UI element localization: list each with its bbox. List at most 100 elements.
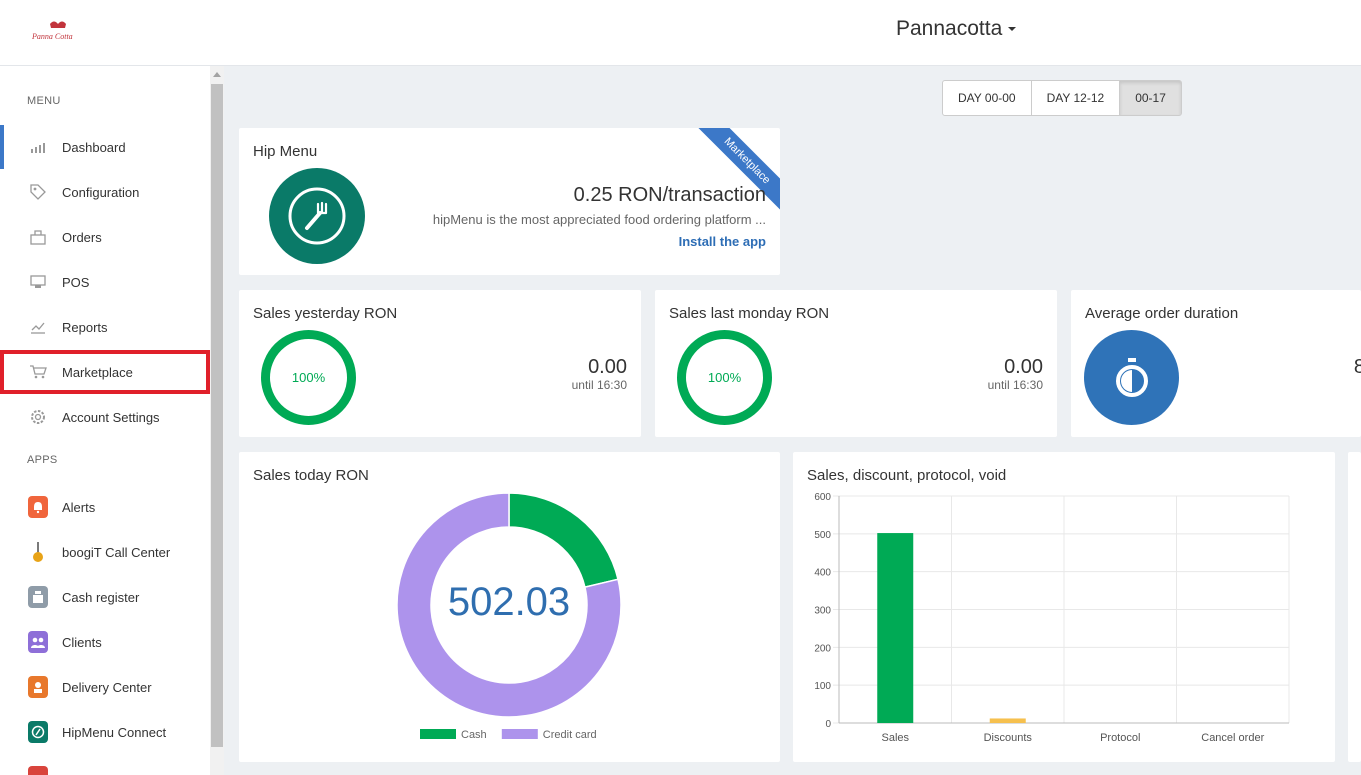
shop-selector[interactable]: Pannacotta: [896, 17, 1017, 41]
shop-name: Pannacotta: [896, 17, 1003, 40]
legend-swatch: [501, 729, 538, 739]
apps-section-title: APPS: [27, 454, 58, 466]
app-icon: [28, 766, 48, 775]
percent-label: 100%: [707, 370, 742, 385]
sidebar-app-alerts[interactable]: Alerts: [0, 485, 210, 529]
sales-today-card: Sales today RON 502.03 Cash Credit card: [239, 452, 780, 762]
y-tick-label: 0: [825, 719, 831, 730]
sidebar-item-label: Account Settings: [62, 409, 160, 425]
sidebar-item-dashboard[interactable]: Dashboard: [0, 125, 210, 169]
sidebar-item-label: Configuration: [62, 184, 140, 200]
stat-value-partial: 8: [1353, 356, 1361, 378]
card-title: Sales, discount, protocol, void: [807, 467, 1007, 484]
y-tick-label: 100: [814, 681, 831, 692]
filter-day-12-12-button[interactable]: DAY 12-12: [1030, 80, 1121, 116]
hipmenu-logo-icon: [269, 168, 365, 264]
phone-icon: [28, 542, 48, 562]
sales-breakdown-bar-chart: 0 100 200 300 400 500 600 Sales Discounts Protoco…: [814, 492, 1290, 744]
x-tick-label: Cancel order: [1201, 732, 1264, 744]
sidebar-item-configuration[interactable]: Configuration: [0, 170, 210, 214]
legend-swatch: [420, 729, 456, 739]
scroll-up-arrow-icon[interactable]: [213, 72, 221, 77]
sales-yesterday-card: Sales yesterday RON 100% 0.00 until 16:3…: [239, 290, 641, 437]
users-icon: [28, 631, 48, 653]
percent-label: 100%: [291, 370, 326, 385]
cart-icon: [28, 362, 48, 382]
card-title: Hip Menu: [253, 143, 318, 160]
average-order-duration-card: Average order duration 8: [1071, 290, 1361, 437]
y-tick-label: 500: [814, 530, 831, 541]
sidebar-app-boogit-call-center[interactable]: boogiT Call Center: [0, 530, 210, 574]
x-tick-label: Protocol: [1100, 732, 1140, 744]
reports-icon: [28, 317, 48, 337]
sidebar: MENU Dashboard Configuration Orders POS …: [0, 66, 210, 775]
y-tick-label: 400: [814, 568, 831, 579]
sidebar-app-label: Delivery Center: [62, 679, 152, 695]
donut-slice-cash[interactable]: [508, 492, 619, 589]
sidebar-app-label: HipMenu Connect: [62, 724, 167, 740]
bar-chart-icon: [28, 137, 48, 157]
x-tick-label: Sales: [881, 732, 909, 744]
sidebar-item-label: Orders: [62, 229, 102, 245]
sidebar-item-label: Reports: [62, 319, 108, 335]
caret-down-icon: [1008, 27, 1017, 32]
stat-value: 0.00: [1004, 356, 1043, 378]
x-tick-label: Discounts: [984, 732, 1033, 744]
install-app-link[interactable]: Install the app: [678, 234, 766, 249]
sidebar-app-label: boogiT Call Center: [62, 544, 171, 560]
brand-logo[interactable]: Panna Cotta: [30, 18, 86, 44]
sidebar-app-cash-register[interactable]: Cash register: [0, 575, 210, 619]
sidebar-item-reports[interactable]: Reports: [0, 305, 210, 349]
card-title: Average order duration: [1085, 305, 1239, 322]
svg-text:Panna Cotta: Panna Cotta: [31, 32, 73, 41]
sidebar-scrollbar[interactable]: [210, 66, 224, 775]
pos-terminal-icon: [28, 272, 48, 292]
partial-card: [1348, 452, 1361, 762]
card-title: Sales last monday RON: [669, 305, 830, 322]
sales-breakdown-card: Sales, discount, protocol, void 0 100 200 3…: [793, 452, 1335, 762]
cash-register-icon: [28, 586, 48, 608]
y-tick-label: 600: [814, 492, 831, 503]
sidebar-app-partial[interactable]: [0, 755, 210, 775]
sidebar-app-label: Cash register: [62, 589, 140, 605]
sidebar-app-delivery-center[interactable]: Delivery Center: [0, 665, 210, 709]
donut-slice-credit-card[interactable]: [396, 492, 622, 718]
stat-value: 0.00: [588, 356, 627, 378]
sidebar-app-label: Alerts: [62, 499, 96, 515]
hipmenu-icon: [28, 721, 48, 743]
sidebar-app-hipmenu-connect[interactable]: HipMenu Connect: [0, 710, 210, 754]
filter-00-17-button[interactable]: 00-17: [1119, 80, 1182, 116]
sidebar-item-marketplace[interactable]: Marketplace: [0, 350, 210, 394]
stat-subtitle: until 16:30: [571, 378, 627, 392]
sales-last-monday-card: Sales last monday RON 100% 0.00 until 16…: [655, 290, 1057, 437]
donut-center-value: 502.03: [448, 580, 570, 624]
orders-icon: [28, 227, 48, 247]
hipmenu-price: 0.25 RON/transaction: [573, 184, 766, 206]
hipmenu-description: hipMenu is the most appreciated food ord…: [432, 212, 766, 227]
bar-sales[interactable]: [877, 533, 914, 723]
sales-today-donut-chart: 502.03 Cash Credit card: [396, 492, 622, 741]
bell-icon: [28, 496, 48, 518]
y-tick-label: 300: [814, 606, 831, 617]
stat-subtitle: until 16:30: [987, 378, 1043, 392]
sidebar-app-label: Clients: [62, 634, 102, 650]
tag-icon: [28, 182, 48, 202]
filter-day-00-00-button[interactable]: DAY 00-00: [942, 80, 1032, 116]
sidebar-item-pos[interactable]: POS: [0, 260, 210, 304]
sidebar-item-account-settings[interactable]: Account Settings: [0, 395, 210, 439]
top-bar: Panna Cotta Pannacotta: [0, 0, 1361, 66]
y-tick-label: 200: [814, 643, 831, 654]
sidebar-item-label: Dashboard: [62, 139, 126, 155]
legend-label: Cash: [461, 729, 487, 741]
percent-ring: 100%: [261, 330, 356, 425]
sidebar-item-orders[interactable]: Orders: [0, 215, 210, 259]
gear-icon: [28, 407, 48, 427]
time-filter-group: DAY 00-00 DAY 12-12 00-17: [942, 80, 1182, 116]
stopwatch-icon: [1084, 330, 1179, 425]
legend-label: Credit card: [543, 729, 597, 741]
bar-discounts[interactable]: [989, 718, 1026, 723]
scrollbar-thumb[interactable]: [211, 84, 223, 747]
sidebar-app-clients[interactable]: Clients: [0, 620, 210, 664]
delivery-icon: [28, 676, 48, 698]
hip-menu-card: Hip Menu Marketplace 0.25 RON/transactio…: [239, 128, 780, 275]
